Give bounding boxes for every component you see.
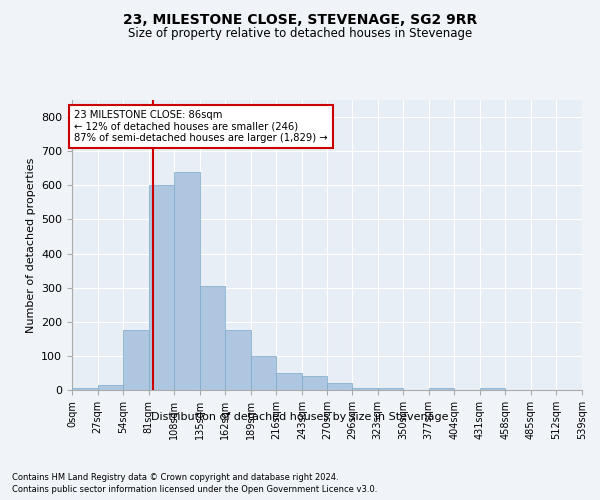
Text: 23, MILESTONE CLOSE, STEVENAGE, SG2 9RR: 23, MILESTONE CLOSE, STEVENAGE, SG2 9RR [123, 12, 477, 26]
Bar [302, 376, 328, 390]
Bar [149, 186, 174, 390]
Text: Size of property relative to detached houses in Stevenage: Size of property relative to detached ho… [128, 28, 472, 40]
Bar [174, 172, 200, 390]
Bar [480, 388, 505, 390]
Bar [277, 373, 302, 390]
Bar [352, 388, 377, 390]
Y-axis label: Number of detached properties: Number of detached properties [26, 158, 35, 332]
Text: 23 MILESTONE CLOSE: 86sqm
← 12% of detached houses are smaller (246)
87% of semi: 23 MILESTONE CLOSE: 86sqm ← 12% of detac… [74, 110, 328, 144]
Bar [98, 385, 123, 390]
Text: Distribution of detached houses by size in Stevenage: Distribution of detached houses by size … [151, 412, 449, 422]
Bar [429, 388, 454, 390]
Bar [377, 388, 403, 390]
Bar [328, 383, 352, 390]
Bar [251, 356, 277, 390]
Text: Contains public sector information licensed under the Open Government Licence v3: Contains public sector information licen… [12, 485, 377, 494]
Bar [225, 330, 251, 390]
Bar [123, 330, 149, 390]
Text: Contains HM Land Registry data © Crown copyright and database right 2024.: Contains HM Land Registry data © Crown c… [12, 472, 338, 482]
Bar [72, 388, 98, 390]
Bar [200, 286, 225, 390]
